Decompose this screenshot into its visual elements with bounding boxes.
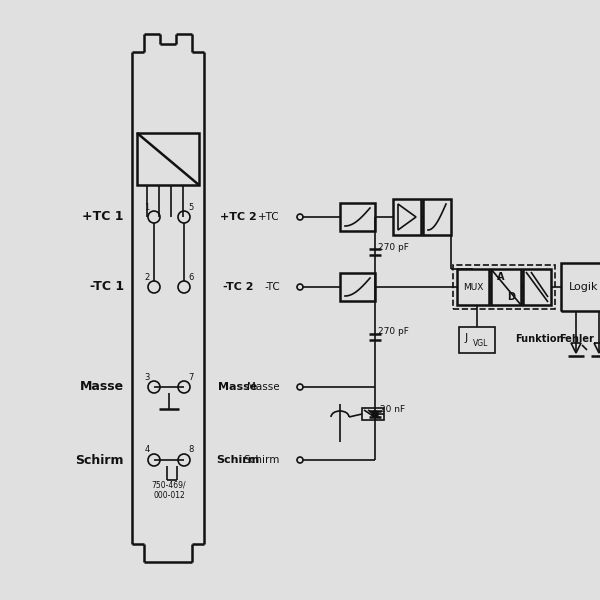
Text: 2: 2 [145, 272, 149, 281]
Bar [137, 133, 199, 185]
Text: D: D [507, 292, 515, 302]
Text: Fehler: Fehler [559, 334, 594, 344]
Bar [523, 269, 551, 305]
Text: 7: 7 [188, 373, 194, 382]
Text: 750-469/
000-012: 750-469/ 000-012 [152, 480, 187, 500]
Text: 6: 6 [188, 272, 194, 281]
Bar [362, 408, 384, 420]
Text: J: J [465, 333, 468, 343]
Text: Masse: Masse [247, 382, 280, 392]
Text: 20 nF: 20 nF [380, 404, 406, 413]
Text: Logik: Logik [569, 282, 599, 292]
Text: 4: 4 [145, 445, 149, 455]
Text: 8: 8 [188, 445, 194, 455]
Text: Funktion: Funktion [515, 334, 564, 344]
Text: Masse: Masse [218, 382, 257, 392]
Text: -TC: -TC [264, 282, 280, 292]
Text: VGL: VGL [473, 338, 488, 347]
Text: 3: 3 [145, 373, 149, 382]
Text: -TC 1: -TC 1 [90, 280, 124, 293]
Bar [459, 327, 495, 353]
Text: 270 pF: 270 pF [377, 242, 409, 251]
Bar [393, 199, 421, 235]
Bar [453, 265, 555, 309]
Text: 270 pF: 270 pF [377, 328, 409, 337]
Text: Schirm: Schirm [76, 454, 124, 467]
Bar [561, 263, 600, 311]
Bar [423, 199, 451, 235]
Text: MUX: MUX [463, 283, 483, 292]
Text: +TC 1: +TC 1 [83, 211, 124, 223]
Text: 1: 1 [145, 202, 149, 211]
Text: +TC: +TC [259, 212, 280, 222]
Text: 5: 5 [188, 202, 194, 211]
Text: +TC 2: +TC 2 [220, 212, 256, 222]
Bar [340, 203, 375, 231]
Text: Schirm: Schirm [244, 455, 280, 465]
Circle shape [372, 411, 378, 417]
Text: Schirm: Schirm [217, 455, 260, 465]
Bar [457, 269, 489, 305]
Bar [491, 269, 521, 305]
Text: Masse: Masse [80, 380, 124, 394]
Text: -TC 2: -TC 2 [223, 282, 253, 292]
Bar [340, 273, 375, 301]
Text: A: A [497, 272, 505, 282]
